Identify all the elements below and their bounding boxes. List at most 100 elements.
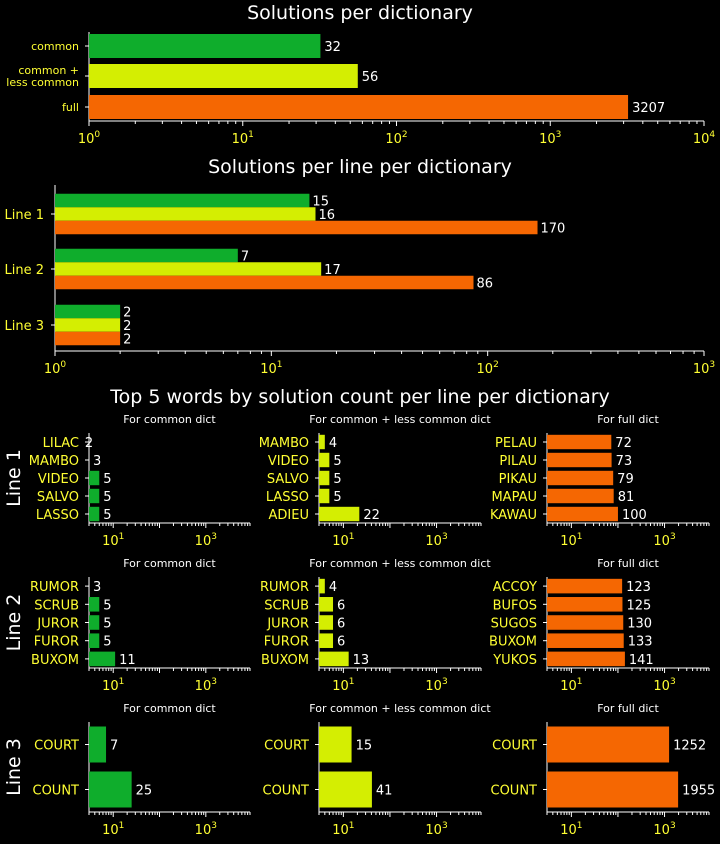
panel-bar-rumor xyxy=(319,578,325,594)
c1-bar-full xyxy=(89,95,629,119)
panel-word-label: COUNT xyxy=(33,784,80,799)
c2-bar-line-3 xyxy=(55,318,121,332)
panel-value-label: 81 xyxy=(618,490,635,505)
panel-word-label: FUROR xyxy=(264,635,309,650)
c2-value-label: 7 xyxy=(241,250,249,265)
panel-value-label: 5 xyxy=(103,490,111,505)
panel-word-label: SALVO xyxy=(37,490,79,505)
c1-tick-label: 104 xyxy=(693,130,716,147)
panel-value-label: 123 xyxy=(626,580,651,595)
panel-bar-count xyxy=(319,771,372,808)
c2-tick-label: 101 xyxy=(260,360,282,377)
panel-tick-label: 103 xyxy=(425,677,447,694)
panel-subtitle: For full dict xyxy=(597,557,659,570)
panel-value-label: 6 xyxy=(337,598,345,613)
panel-word-label: JUROR xyxy=(266,617,309,632)
c2-bar-line-3 xyxy=(55,331,121,346)
c2-value-label: 15 xyxy=(312,195,329,210)
c2-value-label: 86 xyxy=(476,277,493,292)
panel-tick-label: 101 xyxy=(332,532,354,549)
panel-word-label: PELAU xyxy=(495,436,537,451)
panel-tick-label: 101 xyxy=(102,532,124,549)
panel-value-label: 141 xyxy=(629,653,654,668)
panel-bar-adieu xyxy=(319,506,360,522)
c1-value-label: 32 xyxy=(324,40,341,55)
c2-category-label: Line 2 xyxy=(5,263,45,278)
panel-value-label: 1955 xyxy=(682,784,715,799)
panel-bar-buxom xyxy=(547,633,624,648)
c1-tick-label: 102 xyxy=(385,130,407,147)
panel-value-label: 41 xyxy=(376,784,393,799)
panel-bar-pikau xyxy=(547,470,614,486)
panel-bar-video xyxy=(89,470,100,486)
panel-value-label: 79 xyxy=(617,472,634,487)
panel-bar-scrub xyxy=(319,597,334,612)
panel-word-label: VIDEO xyxy=(38,472,79,487)
c2-bar-line-1 xyxy=(55,220,538,235)
panel-subtitle: For common dict xyxy=(123,702,216,715)
panel-bar-court xyxy=(547,726,670,763)
panel-tick-label: 101 xyxy=(560,821,582,838)
c2-bar-line-2 xyxy=(55,248,238,263)
panel-value-label: 133 xyxy=(628,635,653,650)
panel-tick-label: 103 xyxy=(653,821,675,838)
c1-bar-common xyxy=(89,34,321,58)
panel-word-label: BUXOM xyxy=(261,653,309,668)
c2-tick-label: 103 xyxy=(693,360,715,377)
c2-value-label: 16 xyxy=(318,208,335,223)
row-label-line-1: Line 1 xyxy=(3,449,25,507)
c2-value-label: 2 xyxy=(123,333,131,348)
panel-value-label: 125 xyxy=(626,598,651,613)
panel-value-label: 15 xyxy=(356,739,373,754)
c2-value-label: 170 xyxy=(541,222,566,237)
panel-tick-label: 103 xyxy=(195,532,217,549)
panel-bar-bufos xyxy=(547,597,623,612)
row-label-line-2: Line 2 xyxy=(3,594,25,652)
c1-category-label: less common xyxy=(6,76,79,89)
panel-bar-count xyxy=(547,771,679,808)
panel-word-label: PIKAU xyxy=(499,472,537,487)
panel-bar-count xyxy=(89,771,132,808)
panel-value-label: 5 xyxy=(103,598,111,613)
panel-word-label: JUROR xyxy=(36,617,79,632)
panel-word-label: SALVO xyxy=(267,472,309,487)
panel-subtitle: For common dict xyxy=(123,557,216,570)
panel-word-label: BUXOM xyxy=(489,635,537,650)
panel-value-label: 130 xyxy=(627,617,652,632)
panel-bar-pilau xyxy=(547,452,612,468)
panel-tick-label: 103 xyxy=(653,677,675,694)
panel-value-label: 4 xyxy=(329,580,337,595)
panel-word-label: COUNT xyxy=(263,784,310,799)
panel-word-label: COURT xyxy=(34,739,79,754)
panel-bar-salvo xyxy=(319,470,330,486)
panel-value-label: 3 xyxy=(93,580,101,595)
c1-value-label: 3207 xyxy=(632,101,665,116)
panel-word-label: MAMBO xyxy=(29,454,79,469)
panel-bar-salvo xyxy=(89,488,100,504)
panel-tick-label: 103 xyxy=(195,821,217,838)
panel-bar-video xyxy=(319,452,330,468)
panel-value-label: 5 xyxy=(333,454,341,469)
chart-title-top-words: Top 5 words by solution count per line p… xyxy=(109,386,610,408)
c2-bar-line-1 xyxy=(55,193,310,208)
panel-value-label: 1252 xyxy=(673,739,706,754)
panel-bar-furor xyxy=(319,633,334,648)
panel-value-label: 11 xyxy=(119,653,136,668)
panel-value-label: 5 xyxy=(103,508,111,523)
row-label-line-3: Line 3 xyxy=(3,738,25,796)
panel-bar-accoy xyxy=(547,578,623,594)
panel-tick-label: 103 xyxy=(425,821,447,838)
panel-tick-label: 103 xyxy=(425,532,447,549)
c2-category-label: Line 3 xyxy=(5,319,45,334)
panel-value-label: 13 xyxy=(353,653,370,668)
panel-bar-mambo xyxy=(319,434,325,450)
panel-value-label: 72 xyxy=(615,436,632,451)
panel-word-label: VIDEO xyxy=(268,454,309,469)
panel-subtitle: For common dict xyxy=(123,413,216,426)
panel-subtitle: For common + less common dict xyxy=(309,413,491,426)
panel-value-label: 22 xyxy=(363,508,380,523)
panel-value-label: 7 xyxy=(110,739,118,754)
c2-value-label: 2 xyxy=(123,306,131,321)
panel-bar-sugos xyxy=(547,615,624,630)
